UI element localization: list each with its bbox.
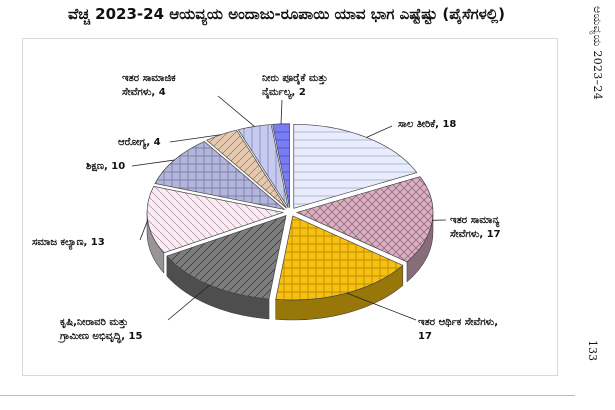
slice-label-line: ಗ್ರಾಮೀಣ ಅಭಿವೃದ್ಧಿ, 15 bbox=[60, 331, 143, 342]
pie-slice-1 bbox=[295, 176, 434, 263]
slice-label-6: ಆರೋಗ್ಯ, 4 bbox=[118, 136, 161, 150]
slice-label-5: ಶಿಕ್ಷಣ, 10 bbox=[86, 160, 125, 174]
pie-slice-3 bbox=[166, 215, 287, 300]
slice-label-line: ಶಿಕ್ಷಣ, 10 bbox=[86, 161, 126, 172]
slice-label-7: ಇತರ ಸಾಮಾಜಿಕ ಸೇವೆಗಳು, 4 bbox=[122, 72, 176, 100]
slice-label-line: ಸಮಾಜ ಕಲ್ಯಾಣ, 13 bbox=[32, 237, 105, 248]
slice-label-line: ಸೇವೆಗಳು, 17 bbox=[450, 229, 501, 240]
slice-label-4: ಸಮಾಜ ಕಲ್ಯಾಣ, 13 bbox=[32, 236, 105, 250]
pie-slice-5 bbox=[154, 141, 286, 211]
pie-slice-0 bbox=[293, 123, 418, 209]
slice-label-2: ಇತರ ಆರ್ಥಿಕ ಸೇವೆಗಳು, 17 bbox=[418, 316, 498, 344]
leader-line-0 bbox=[366, 125, 393, 138]
page-number: 133 bbox=[586, 340, 599, 361]
running-header: ಆಯವ್ಯಯ 2023–24 bbox=[591, 6, 604, 100]
slice-label-line: ನೀರು ಪೂರೈಕೆ ಮತ್ತು bbox=[262, 73, 328, 84]
leader-line-2 bbox=[346, 292, 417, 321]
pie-slice-8 bbox=[272, 123, 290, 208]
slice-label-line: ಸಾಲ ತೀರಿಕೆ, 18 bbox=[398, 119, 457, 130]
slice-label-3: ಕೃಷಿ,ನೀರಾವರಿ ಮತ್ತು ಗ್ರಾಮೀಣ ಅಭಿವೃದ್ಧಿ, 15 bbox=[60, 316, 142, 344]
slice-label-line: ಕೃಷಿ,ನೀರಾವರಿ ಮತ್ತು bbox=[60, 317, 129, 328]
slice-label-8: ನೀರು ಪೂರೈಕೆ ಮತ್ತು ನೈರ್ಮಲ್ಯ, 2 bbox=[262, 72, 328, 100]
pie-slice-2 bbox=[275, 215, 404, 301]
slice-label-line: ಇತರ ಸಾಮಾನ್ಯ bbox=[450, 215, 500, 226]
leader-line-6 bbox=[169, 134, 222, 143]
leader-line-4 bbox=[139, 220, 149, 241]
slice-label-line: ಸೇವೆಗಳು, 4 bbox=[122, 87, 166, 98]
slice-label-line: 17 bbox=[418, 331, 432, 342]
leader-line-5 bbox=[131, 159, 175, 167]
pie-slice-6 bbox=[206, 129, 287, 209]
leader-line-3 bbox=[167, 284, 210, 321]
chart-title: ವೆಚ್ಚ 2023-24 ಆಯವ್ಯಯ ಅಂದಾಜು-ರೂಪಾಯಿ ಯಾವ ಭ… bbox=[67, 5, 506, 23]
slice-label-0: ಸಾಲ ತೀರಿಕೆ, 18 bbox=[398, 118, 456, 132]
slice-label-line: ನೈರ್ಮಲ್ಯ, 2 bbox=[262, 87, 306, 98]
slice-label-1: ಇತರ ಸಾಮಾನ್ಯ ಸೇವೆಗಳು, 17 bbox=[450, 214, 501, 242]
pie-side-walls bbox=[146, 212, 434, 321]
leader-line-7 bbox=[217, 95, 255, 127]
slice-label-line: ಇತರ ಆರ್ಥಿಕ ಸೇವೆಗಳು, bbox=[418, 317, 499, 328]
leader-line-8 bbox=[280, 99, 283, 124]
page-bottom-rule bbox=[0, 395, 575, 396]
pie-slice-7 bbox=[237, 124, 289, 208]
slice-label-line: ಆರೋಗ್ಯ, 4 bbox=[118, 137, 161, 148]
slice-label-line: ಇತರ ಸಾಮಾಜಿಕ bbox=[122, 73, 176, 84]
